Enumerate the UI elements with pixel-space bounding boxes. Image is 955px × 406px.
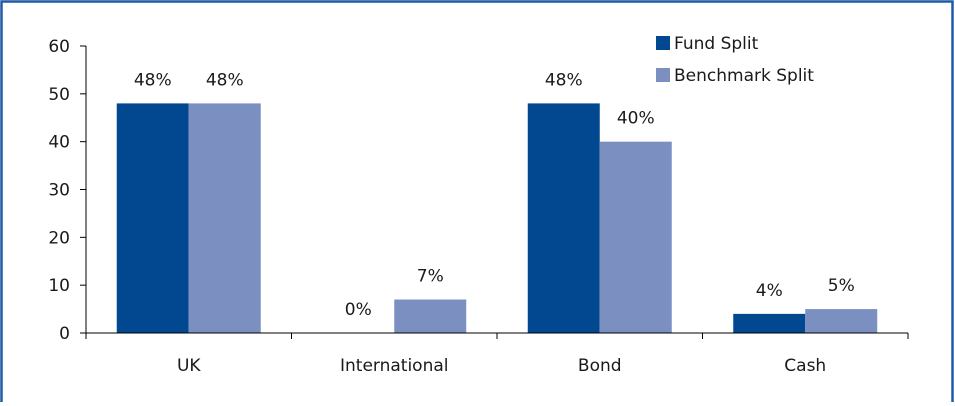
legend-label: Benchmark Split [674,66,814,86]
legend: Fund Split Benchmark Split [656,34,814,86]
data-labels: 48% 48% 0% 7% 48% 40% 4% 5% [134,70,855,320]
data-label: 40% [617,109,655,129]
bar-benchmark [394,299,467,333]
data-label: 48% [545,70,583,90]
y-tick-label: 20 [48,228,70,248]
bar-fund [527,103,600,334]
bar-benchmark [188,103,261,334]
y-axis: 0 10 20 30 40 50 60 [48,37,87,344]
x-tick-label: International [340,356,449,376]
x-axis: UK International Bond Cash [85,332,909,376]
data-label: 4% [756,281,783,301]
x-tick-label: Cash [784,356,826,376]
bar-benchmark [599,141,672,333]
bars [116,103,878,334]
x-tick-label: Bond [578,356,622,376]
legend-swatch [656,36,670,50]
y-tick-label: 50 [48,85,70,105]
data-label: 5% [828,276,855,296]
y-tick-label: 60 [48,37,70,57]
data-label: 0% [345,300,372,320]
x-tick-label: UK [177,356,201,376]
y-tick-label: 40 [48,133,70,153]
legend-swatch [656,68,670,82]
bar-benchmark [805,309,878,333]
data-label: 48% [206,70,244,90]
data-label: 7% [417,267,444,287]
legend-label: Fund Split [674,34,759,54]
bar-fund [116,103,189,334]
y-tick-label: 30 [48,181,70,201]
data-label: 48% [134,70,172,90]
y-tick-label: 10 [48,276,70,296]
bar-fund [733,313,806,333]
y-tick-label: 0 [59,324,70,344]
